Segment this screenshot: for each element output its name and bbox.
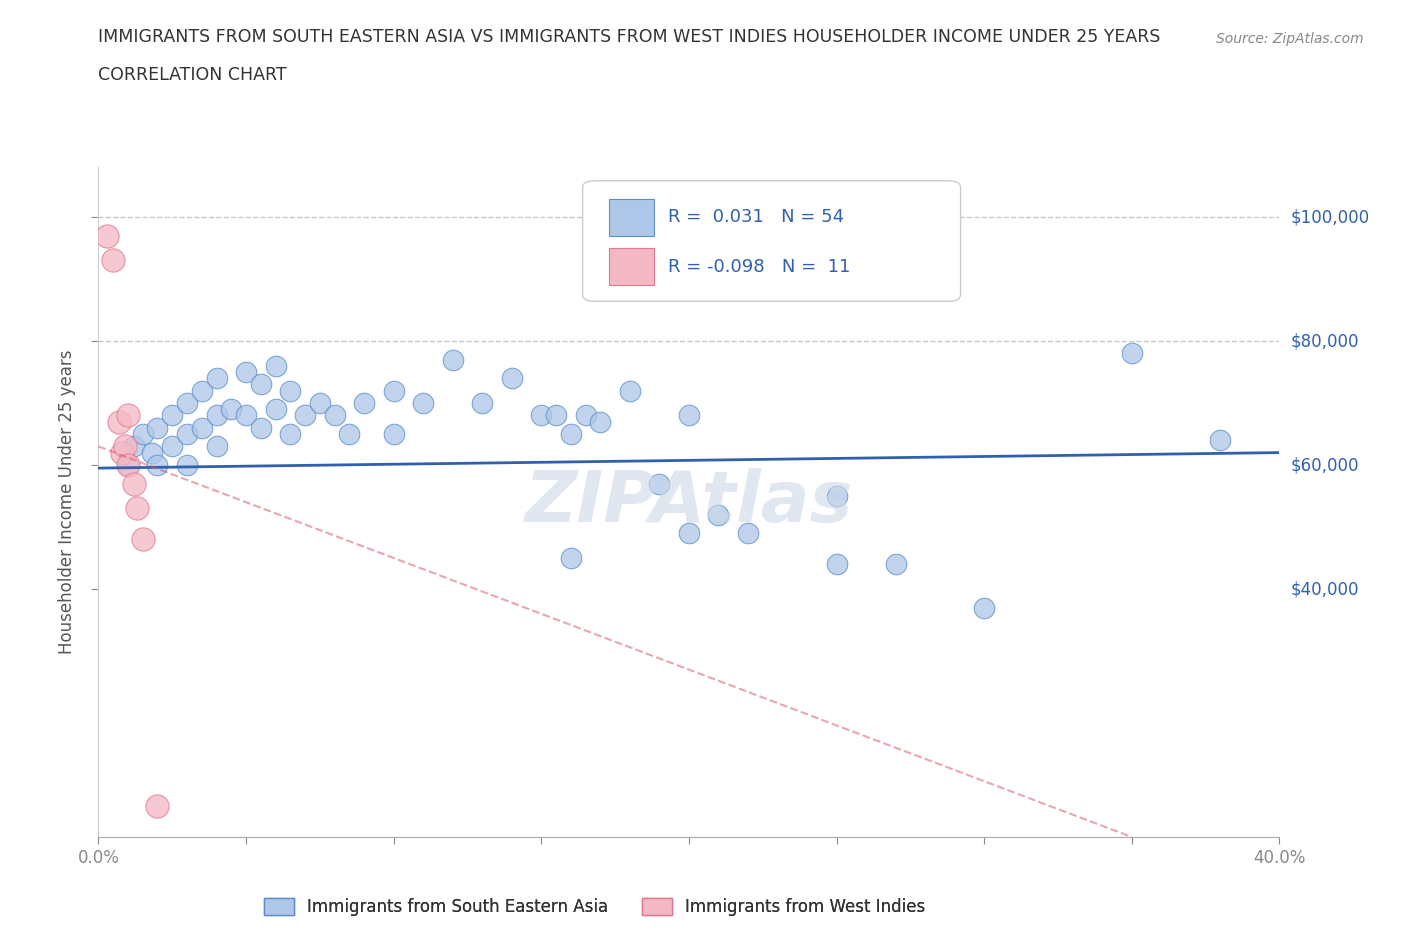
Point <box>205 439 228 454</box>
Point <box>264 402 287 417</box>
Point <box>117 458 139 472</box>
Point <box>323 408 346 423</box>
Text: CORRELATION CHART: CORRELATION CHART <box>98 66 287 84</box>
Point <box>96 228 118 243</box>
Point <box>678 408 700 423</box>
FancyBboxPatch shape <box>582 180 960 301</box>
Point <box>678 525 700 540</box>
Point <box>117 408 139 423</box>
Point <box>108 414 131 429</box>
FancyBboxPatch shape <box>609 247 654 285</box>
Text: $100,000: $100,000 <box>1291 208 1369 226</box>
Point <box>114 439 136 454</box>
Text: ZIPAtlas: ZIPAtlas <box>524 468 853 537</box>
Point <box>309 395 332 410</box>
FancyBboxPatch shape <box>609 199 654 235</box>
Point <box>162 439 183 454</box>
Point <box>219 402 242 417</box>
Text: IMMIGRANTS FROM SOUTH EASTERN ASIA VS IMMIGRANTS FROM WEST INDIES HOUSEHOLDER IN: IMMIGRANTS FROM SOUTH EASTERN ASIA VS IM… <box>98 29 1161 46</box>
Point <box>589 414 612 429</box>
Point <box>278 427 302 442</box>
Point <box>825 557 848 572</box>
Point <box>191 383 214 398</box>
Point <box>501 371 523 386</box>
Point <box>117 458 139 472</box>
Text: R =  0.031   N = 54: R = 0.031 N = 54 <box>668 208 844 226</box>
Point <box>353 395 375 410</box>
Point <box>176 395 198 410</box>
Point <box>1121 346 1143 361</box>
Point <box>382 383 405 398</box>
Point <box>235 365 257 379</box>
Point <box>146 458 169 472</box>
Point <box>191 420 214 435</box>
Point <box>141 445 163 460</box>
Point <box>707 507 730 522</box>
Point <box>737 525 759 540</box>
Point <box>235 408 257 423</box>
Point <box>530 408 553 423</box>
Text: $40,000: $40,000 <box>1291 580 1360 598</box>
Point <box>250 377 273 392</box>
Text: R = -0.098   N =  11: R = -0.098 N = 11 <box>668 258 851 275</box>
Point <box>111 445 134 460</box>
Point <box>574 408 596 423</box>
Point <box>205 408 228 423</box>
Text: $80,000: $80,000 <box>1291 332 1360 350</box>
Point <box>162 408 183 423</box>
Point <box>146 799 169 814</box>
Point <box>103 253 125 268</box>
Point <box>884 557 907 572</box>
Point <box>471 395 494 410</box>
Point <box>278 383 302 398</box>
Point <box>205 371 228 386</box>
Point <box>441 352 464 367</box>
Point <box>1209 432 1232 447</box>
Point <box>125 501 148 516</box>
Point <box>250 420 273 435</box>
Point <box>122 476 145 491</box>
Text: Source: ZipAtlas.com: Source: ZipAtlas.com <box>1216 33 1364 46</box>
Y-axis label: Householder Income Under 25 years: Householder Income Under 25 years <box>58 350 76 655</box>
Point <box>382 427 405 442</box>
Point <box>122 439 145 454</box>
Point <box>337 427 360 442</box>
Point <box>619 383 641 398</box>
Point <box>973 600 995 615</box>
Point <box>825 488 848 503</box>
Point <box>560 427 582 442</box>
Point <box>132 427 155 442</box>
Point <box>176 458 198 472</box>
Point <box>294 408 316 423</box>
Point <box>132 532 155 547</box>
Point <box>412 395 434 410</box>
Point <box>176 427 198 442</box>
Text: $60,000: $60,000 <box>1291 456 1360 474</box>
Point <box>264 358 287 373</box>
Point <box>648 476 671 491</box>
Point <box>544 408 567 423</box>
Point <box>146 420 169 435</box>
Legend: Immigrants from South Eastern Asia, Immigrants from West Indies: Immigrants from South Eastern Asia, Immi… <box>264 897 925 916</box>
Point <box>560 551 582 565</box>
